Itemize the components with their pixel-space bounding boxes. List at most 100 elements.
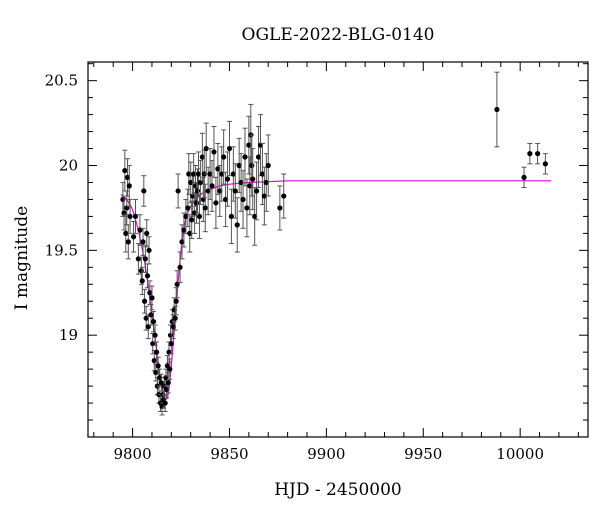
data-point (202, 183, 208, 233)
data-marker (228, 213, 235, 220)
data-marker (172, 315, 178, 321)
data-marker (141, 188, 147, 194)
data-marker (221, 154, 227, 160)
data-marker (149, 295, 155, 301)
data-point (155, 356, 161, 375)
data-point (542, 153, 548, 175)
data-point (149, 285, 155, 311)
y-tick-label: 20.5 (45, 72, 78, 90)
data-marker (147, 290, 153, 296)
data-marker (249, 162, 255, 169)
data-marker (139, 278, 145, 284)
data-point (139, 266, 145, 295)
x-tick-label: 9950 (404, 445, 442, 463)
x-tick-label: 10000 (496, 445, 544, 463)
data-marker (189, 217, 195, 223)
data-marker (186, 171, 192, 177)
data-point (144, 263, 151, 289)
data-marker (140, 239, 146, 245)
data-marker (265, 162, 271, 169)
x-tick-label: 9800 (113, 445, 151, 463)
plot-area: 9800 9850 9900 9950 10000 19 19.5 20 20.5 (45, 61, 589, 463)
data-point (177, 251, 183, 284)
data-marker (236, 162, 242, 169)
data-marker (542, 161, 548, 167)
data-point (281, 173, 287, 219)
data-point (196, 193, 203, 239)
data-marker (250, 176, 256, 182)
data-point (154, 341, 160, 363)
data-point (172, 305, 178, 331)
data-marker (535, 151, 541, 157)
data-marker (155, 363, 161, 369)
data-marker (141, 298, 148, 304)
data-marker (185, 205, 191, 211)
data-point (240, 170, 246, 229)
data-point (170, 314, 176, 340)
data-marker (177, 264, 183, 270)
data-marker (183, 213, 189, 220)
data-marker (234, 222, 240, 228)
data-marker (244, 205, 250, 211)
data-marker (175, 188, 181, 194)
plot-frame (87, 61, 589, 438)
data-point (150, 310, 157, 333)
data-point (527, 142, 533, 165)
data-point (185, 188, 191, 228)
data-marker (277, 205, 283, 211)
data-marker (202, 205, 208, 211)
data-point (167, 358, 173, 380)
data-point (130, 221, 137, 253)
data-marker (263, 179, 269, 186)
data-point (203, 122, 209, 175)
data-marker (120, 196, 126, 203)
data-point (122, 149, 128, 192)
data-point (234, 197, 240, 253)
data-point (224, 151, 231, 207)
data-marker (196, 213, 203, 220)
y-tick-label: 19.5 (45, 241, 78, 259)
data-marker (215, 166, 221, 172)
data-marker (143, 315, 149, 321)
data-marker (211, 149, 217, 155)
data-point (211, 125, 217, 178)
data-point (144, 219, 150, 248)
data-marker (142, 256, 148, 262)
data-marker (246, 142, 252, 148)
data-marker (167, 366, 173, 372)
data-marker (181, 227, 187, 233)
data-marker (130, 234, 137, 240)
data-point (244, 178, 250, 238)
data-marker (238, 179, 244, 186)
data-marker (122, 167, 128, 174)
data-marker (146, 247, 152, 253)
data-marker (132, 213, 139, 220)
data-point (158, 373, 164, 392)
data-marker (194, 188, 201, 194)
data-point (146, 236, 152, 265)
data-marker (125, 239, 131, 245)
data-point (277, 185, 283, 231)
data-marker (154, 349, 160, 355)
data-marker (144, 273, 151, 279)
data-point (174, 270, 180, 299)
data-marker (126, 183, 132, 189)
y-tick-label: 20 (59, 157, 78, 175)
data-marker (224, 176, 231, 182)
data-marker (191, 210, 198, 216)
data-point (173, 287, 179, 316)
data-marker (281, 193, 287, 199)
data-point (140, 227, 146, 256)
x-tick-label: 9900 (307, 445, 345, 463)
data-point (222, 171, 229, 228)
data-marker (205, 188, 211, 194)
data-marker (144, 230, 150, 236)
data-point (123, 214, 129, 253)
data-marker (247, 183, 253, 189)
data-point (494, 71, 500, 148)
data-point (265, 134, 271, 197)
data-marker (188, 179, 194, 186)
data-marker (219, 171, 225, 177)
data-marker (217, 188, 223, 194)
